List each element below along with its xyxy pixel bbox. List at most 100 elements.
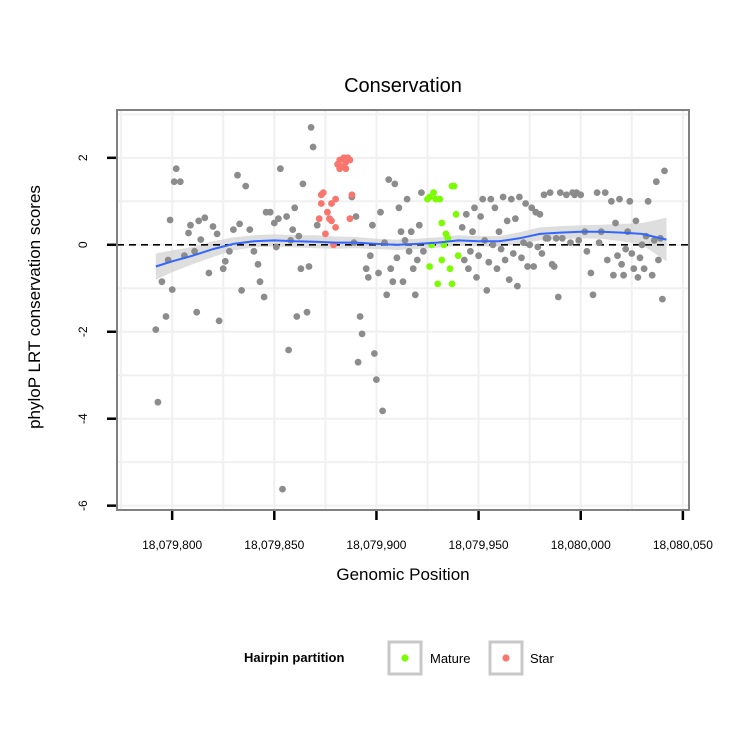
data-point-other <box>650 237 658 244</box>
x-tick-label: 18,080,000 <box>551 538 611 552</box>
data-point-other <box>644 197 652 205</box>
data-point-other <box>154 398 162 406</box>
data-point-mature <box>426 263 433 270</box>
data-point-other <box>626 197 634 205</box>
data-point-other <box>172 165 180 173</box>
data-point-other <box>648 271 656 279</box>
x-tick-label: 18,079,850 <box>244 538 304 552</box>
data-point-mature <box>434 280 442 288</box>
data-point-other <box>501 256 509 264</box>
data-point-other <box>256 278 264 286</box>
data-point-other <box>546 189 554 197</box>
data-point-other <box>236 220 244 228</box>
data-point-other <box>593 189 601 197</box>
data-point-other <box>168 286 176 293</box>
data-point-other <box>415 221 423 229</box>
data-point-other <box>524 263 531 270</box>
data-point-other <box>540 191 548 199</box>
data-point-other <box>614 252 621 260</box>
data-point-other <box>558 234 566 242</box>
data-point-other <box>636 254 644 262</box>
data-point-other <box>505 276 513 283</box>
data-point-other <box>277 165 284 173</box>
data-point-other <box>299 180 307 188</box>
data-point-other <box>152 326 160 333</box>
data-point-other <box>401 237 409 244</box>
data-point-other <box>477 213 484 220</box>
data-point-other <box>469 228 476 236</box>
loess-smooth-line <box>155 230 667 268</box>
data-point-other <box>166 216 174 224</box>
data-point-star <box>348 191 356 199</box>
data-point-other <box>238 287 246 294</box>
data-point-other <box>536 210 544 218</box>
data-point-other <box>234 171 241 179</box>
data-point-other <box>460 256 468 264</box>
data-point-other <box>520 239 527 247</box>
data-point-other <box>528 204 536 212</box>
y-tick-label: 0 <box>76 241 90 248</box>
data-point-mature <box>446 265 454 273</box>
data-point-other <box>493 265 501 273</box>
data-point-other <box>655 256 662 264</box>
data-point-other <box>201 214 209 222</box>
data-point-other <box>191 247 199 255</box>
data-point-other <box>279 485 286 493</box>
y-tick-label: -2 <box>76 326 90 337</box>
data-point-other <box>652 178 660 186</box>
y-tick-label: -6 <box>76 500 90 511</box>
data-point-other <box>640 265 648 273</box>
data-point-other <box>305 263 313 270</box>
x-axis-title: Genomic Position <box>336 565 469 584</box>
data-point-other <box>371 350 378 357</box>
data-point-other <box>465 265 472 273</box>
data-point-other <box>297 265 305 273</box>
panel-background <box>117 110 689 510</box>
legend: Hairpin partition Mature Star <box>244 640 555 676</box>
data-point-other <box>366 252 374 260</box>
data-point-other <box>352 213 360 220</box>
data-point-other <box>375 269 382 277</box>
data-point-other <box>260 293 268 301</box>
data-point-other <box>620 271 627 279</box>
data-point-other <box>632 217 640 225</box>
data-point-other <box>610 271 617 279</box>
x-tick-label: 18,079,800 <box>142 538 202 552</box>
data-point-other <box>503 217 511 225</box>
data-point-other <box>601 189 609 197</box>
data-point-other <box>162 313 170 320</box>
data-point-other <box>583 247 591 255</box>
data-point-other <box>516 193 523 201</box>
data-point-other <box>213 230 221 238</box>
data-point-mature <box>436 195 444 203</box>
data-point-other <box>556 189 564 197</box>
data-point-other <box>638 241 646 249</box>
legend-label-mature: Mature <box>430 651 470 666</box>
data-point-other <box>473 274 480 281</box>
data-point-other <box>295 232 303 240</box>
data-point-other <box>630 265 638 273</box>
data-point-other <box>272 243 280 251</box>
data-point-other <box>538 250 546 257</box>
data-point-other <box>634 274 642 281</box>
data-point-other <box>158 278 166 286</box>
data-point-other <box>195 217 203 225</box>
data-point-other <box>383 291 391 299</box>
data-point-other <box>289 226 297 234</box>
data-point-other <box>507 195 515 203</box>
y-tick-label: 2 <box>76 154 90 161</box>
data-point-other <box>230 226 237 234</box>
data-point-other <box>483 287 491 294</box>
legend-key-dot-star <box>502 654 510 662</box>
data-point-star <box>346 156 354 164</box>
data-point-star <box>319 189 327 197</box>
legend-title: Hairpin partition <box>244 650 344 665</box>
data-point-other <box>364 274 372 281</box>
data-point-other <box>226 247 233 255</box>
data-point-other <box>514 282 521 290</box>
data-point-other <box>475 252 482 260</box>
data-point-other <box>534 243 542 251</box>
data-point-other <box>285 346 292 354</box>
data-point-other <box>293 313 301 320</box>
data-point-other <box>215 317 223 325</box>
